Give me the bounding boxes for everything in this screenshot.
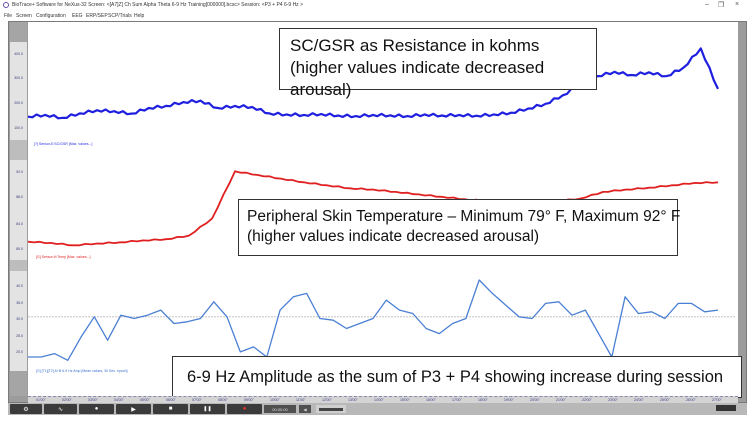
series-line-temp: [28, 170, 719, 247]
x-tick-label: 05'00'': [140, 398, 150, 402]
annotation-temp: Peripheral Skin Temperature – Minimum 79…: [238, 199, 681, 256]
y-tick: 20.0: [16, 350, 23, 354]
menu-erp-sep[interactable]: ERP/SEP: [86, 13, 108, 19]
y-tick: 35.0: [16, 301, 23, 305]
marker-button[interactable]: ●: [79, 404, 114, 414]
volume-button[interactable]: ◀: [299, 405, 311, 413]
play-icon: ▶: [131, 406, 136, 413]
minimize-button[interactable]: –: [705, 1, 709, 8]
y-tick: 100.0: [14, 126, 23, 130]
stop-icon: ■: [168, 406, 173, 412]
y-tick: 30.0: [16, 317, 23, 321]
series-label-amp: [G] [T1][T2] A+B 6-9 Hz Amp [Mean values…: [36, 369, 128, 373]
axis-panel-gsr: 400.0 300.0 200.0 100.0: [10, 42, 27, 140]
annotation-temp-line2: (higher values indicate decreased arousa…: [247, 228, 540, 245]
series-label-temp: [G] Sensor-H:Temp [Max. values...]: [36, 255, 91, 259]
location-pin-icon: ●: [94, 406, 99, 412]
pause-button[interactable]: ❚❚: [190, 404, 225, 414]
x-tick-label: 17'00'': [452, 398, 462, 402]
x-tick-label: 22'00'': [582, 398, 592, 402]
x-tick-label: 08'00'': [218, 398, 228, 402]
annotation-gsr: SC/GSR as Resistance in kohms (higher va…: [279, 28, 597, 99]
x-tick-label: 15'00'': [400, 398, 410, 402]
axis-strip-cap: [10, 22, 27, 42]
x-tick-label: 07'00'': [192, 398, 202, 402]
y-tick: 92.0: [16, 170, 23, 174]
x-tick-label: 02'00'': [62, 398, 72, 402]
record-button[interactable]: ●: [227, 404, 262, 414]
title-bar: BioTrace+ Software for NeXus-32 Screen: …: [0, 0, 750, 12]
y-tick: 25.0: [16, 334, 23, 338]
close-button[interactable]: ×: [735, 1, 740, 8]
temp-chart: [28, 170, 719, 247]
menu-screen[interactable]: Screen: [16, 13, 32, 19]
series-line-sc-gsr: [28, 47, 719, 120]
record-icon: ●: [242, 406, 247, 412]
x-tick-label: 06'00'': [166, 398, 176, 402]
x-tick-label: 21'00'': [556, 398, 566, 402]
y-tick: 80.0: [16, 247, 23, 251]
speaker-icon: ◀: [303, 406, 307, 412]
y-tick: 200.0: [14, 101, 23, 105]
x-tick-label: 13'00'': [348, 398, 358, 402]
y-tick: 300.0: [14, 76, 23, 80]
window-title: BioTrace+ Software for NeXus-32 Screen: …: [12, 2, 303, 8]
gear-icon: ⚙: [23, 406, 29, 413]
x-tick-label: 09'00'': [244, 398, 254, 402]
menu-bar: File Screen Configuration EEG ERP/SEP SC…: [0, 12, 750, 21]
restore-button[interactable]: ❐: [718, 2, 725, 9]
axis-panel-amp: 40.0 35.0 30.0 25.0 20.0: [10, 271, 27, 371]
session-timer: 00:00:00: [264, 405, 296, 413]
menu-configuration[interactable]: Configuration: [36, 13, 66, 19]
gsr-chart: [28, 47, 719, 120]
y-tick: 88.0: [16, 195, 23, 199]
x-tick-label: 18'00'': [478, 398, 488, 402]
signal-button[interactable]: ∿: [44, 404, 77, 414]
x-tick-label: 11'00'': [296, 398, 306, 402]
series-line-amp: [28, 279, 719, 361]
y-tick: 40.0: [16, 284, 23, 288]
volume-slider[interactable]: [316, 405, 346, 413]
x-tick-label: 04'00'': [114, 398, 124, 402]
axis-panel-temp: 92.0 88.0 84.0 80.0: [10, 160, 27, 260]
x-tick-label: 19'00'': [504, 398, 514, 402]
time-axis: 01'00'' 02'00'' 03'00'' 04'00'' 05'00'' 06'00…: [28, 396, 738, 403]
x-tick-label: 24'00'': [634, 398, 644, 402]
axis-strip-cap: [10, 366, 27, 396]
x-tick-label: 01'00'': [36, 398, 46, 402]
x-tick-label: 25'00'': [660, 398, 670, 402]
y-tick: 400.0: [14, 52, 23, 56]
menu-help[interactable]: Help: [134, 13, 145, 19]
x-tick-label: 10'00'': [270, 398, 280, 402]
x-tick-label: 27'00'': [712, 398, 722, 402]
app-logo-icon: [3, 2, 9, 8]
x-tick-label: 12'00'': [322, 398, 332, 402]
annotation-amp: 6-9 Hz Amplitude as the sum of P3 + P4 s…: [172, 356, 742, 398]
stop-button[interactable]: ■: [153, 404, 188, 414]
options-button[interactable]: ⚙: [10, 404, 42, 414]
x-tick-label: 26'00'': [686, 398, 696, 402]
x-tick-label: 14'00'': [374, 398, 384, 402]
menu-scp-trials[interactable]: SCP/Trials: [108, 13, 132, 19]
x-tick-label: 16'00'': [426, 398, 436, 402]
x-tick-label: 03'00'': [88, 398, 98, 402]
waveform-icon: ∿: [57, 406, 64, 413]
play-button[interactable]: ▶: [116, 404, 151, 414]
x-tick-label: 23'00'': [608, 398, 618, 402]
amp-chart: [28, 279, 736, 361]
scroll-handle[interactable]: [716, 405, 736, 411]
y-tick: 84.0: [16, 222, 23, 226]
pause-icon: ❚❚: [203, 406, 212, 412]
bottom-toolbar: ⚙ ∿ ● ▶ ■ ❚❚ ● 00:00:00 ◀: [8, 403, 747, 415]
series-label-gsr: [?] Sensor-E:SC/GSR [Max. values...]: [34, 142, 93, 146]
volume-track: [319, 407, 343, 411]
menu-eeg[interactable]: EEG: [72, 13, 83, 19]
menu-file[interactable]: File: [4, 13, 13, 19]
annotation-temp-line1: Peripheral Skin Temperature – Minimum 79…: [247, 208, 681, 225]
x-tick-label: 20'00'': [530, 398, 540, 402]
